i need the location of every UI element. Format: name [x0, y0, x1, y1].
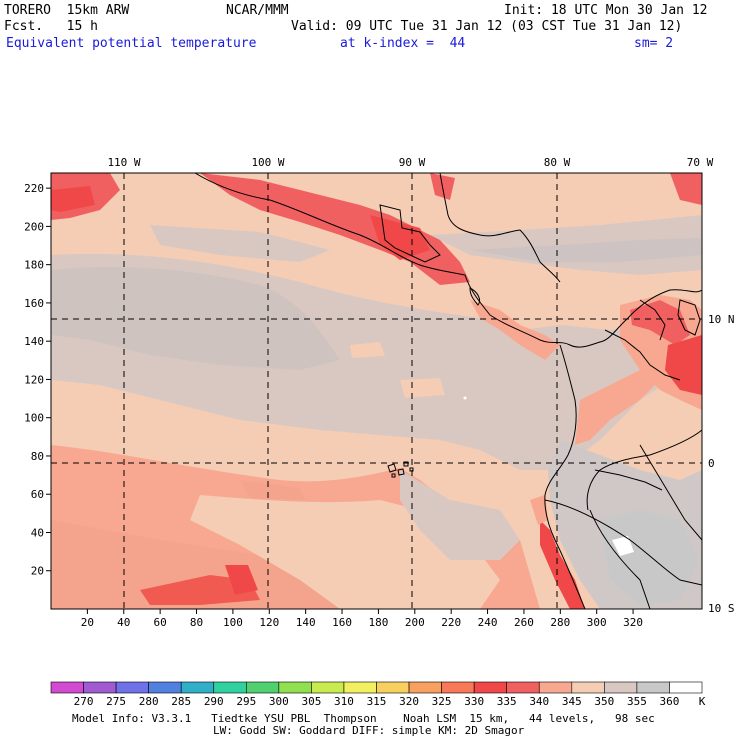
theta-e-field	[51, 173, 702, 609]
x-tick-label: 100	[223, 616, 243, 629]
colorbar-label: 295	[236, 695, 256, 708]
org-label: NCAR/MMM	[226, 3, 289, 18]
lon-label: 70 W	[687, 156, 714, 169]
x-tick-label: 240	[478, 616, 498, 629]
colorbar-swatch	[441, 681, 475, 694]
x-tick-label: 300	[587, 616, 607, 629]
colorbar-swatch	[343, 681, 377, 694]
colorbar-swatch	[148, 681, 182, 694]
y-tick-label: 220	[24, 182, 44, 195]
colorbar-label: 315	[367, 695, 387, 708]
colorbar-swatch	[311, 681, 345, 694]
colorbar-unit: K	[699, 695, 706, 708]
colorbar-label: 345	[562, 695, 582, 708]
colorbar-swatch	[571, 681, 605, 694]
level-label: at k-index = 44	[340, 36, 466, 51]
lat-label: 10 N	[708, 313, 735, 326]
model-info-line1: Model Info: V3.3.1 Tiedtke YSU PBL Thomp…	[72, 712, 655, 725]
colorbar-swatch	[408, 681, 442, 694]
colorbar-label: 270	[74, 695, 94, 708]
x-index-ticks: 20 40 60 80 100 120 140 160 180 200 220 240 260 280 30…	[81, 609, 643, 629]
colorbar-label: 280	[139, 695, 159, 708]
model-info-line2: LW: Godd SW: Goddard DIFF: simple KM: 2D…	[213, 724, 525, 737]
x-tick-label: 60	[154, 616, 167, 629]
lon-label: 110 W	[107, 156, 140, 169]
x-tick-label: 200	[405, 616, 425, 629]
plot-frame	[50, 172, 703, 610]
init-time: Init: 18 UTC Mon 30 Jan 12	[504, 3, 708, 18]
lon-label: 80 W	[544, 156, 571, 169]
x-tick-label: 40	[117, 616, 130, 629]
colorbar-swatch	[213, 681, 247, 694]
y-tick-label: 100	[24, 412, 44, 425]
y-tick-label: 200	[24, 220, 44, 233]
colorbar-label: 350	[594, 695, 614, 708]
y-tick-label: 60	[31, 488, 44, 501]
lat-label: 0	[708, 457, 715, 470]
x-tick-label: 80	[190, 616, 203, 629]
field-name: Equivalent potential temperature	[6, 36, 257, 51]
graticule	[51, 173, 702, 609]
colorbar-swatch	[278, 681, 312, 694]
model-title: TORERO 15km ARW	[4, 3, 130, 18]
y-tick-label: 80	[31, 450, 44, 463]
galapagos-islands	[387, 461, 414, 478]
colorbar-swatch	[376, 681, 410, 694]
valid-time: Valid: 09 UTC Tue 31 Jan 12 (03 CST Tue …	[291, 19, 683, 34]
x-tick-label: 280	[550, 616, 570, 629]
colorbar-swatch	[506, 681, 540, 694]
x-tick-label: 260	[514, 616, 534, 629]
colorbar-label: 340	[529, 695, 549, 708]
colorbar-label: 285	[171, 695, 191, 708]
coastlines	[194, 173, 702, 609]
colorbar: 270 275 280 285 290 295 300 305 310 315 320 325 330 3…	[50, 681, 706, 708]
colorbar-swatch	[669, 681, 703, 694]
colorbar-swatch	[604, 681, 638, 694]
lon-labels: 110 W 100 W 90 W 80 W 70 W	[107, 156, 713, 169]
colorbar-label: 335	[497, 695, 517, 708]
lon-label: 100 W	[251, 156, 284, 169]
colorbar-label: 305	[301, 695, 321, 708]
x-tick-label: 180	[368, 616, 388, 629]
colorbar-swatch	[180, 681, 215, 694]
colorbar-label: 320	[399, 695, 419, 708]
x-tick-label: 160	[332, 616, 352, 629]
x-tick-label: 20	[81, 616, 94, 629]
lat-label: 10 S	[708, 602, 735, 615]
colorbar-swatch	[246, 681, 280, 694]
colorbar-label: 330	[464, 695, 484, 708]
y-tick-label: 180	[24, 259, 44, 272]
colorbar-label: 300	[269, 695, 289, 708]
colorbar-swatch	[636, 681, 670, 694]
y-tick-label: 120	[24, 373, 44, 386]
colorbar-swatch	[473, 681, 507, 694]
colorbar-label: 360	[660, 695, 680, 708]
colorbar-swatch	[115, 681, 149, 694]
lon-label: 90 W	[399, 156, 426, 169]
colorbar-label: 355	[627, 695, 647, 708]
colorbar-label: 290	[204, 695, 224, 708]
lat-labels: 10 N 0 10 S	[708, 313, 735, 615]
x-tick-label: 120	[259, 616, 279, 629]
x-tick-label: 220	[441, 616, 461, 629]
y-tick-label: 20	[31, 565, 44, 578]
colorbar-swatch	[50, 681, 84, 694]
forecast-hour: Fcst. 15 h	[4, 19, 98, 34]
colorbar-label: 275	[106, 695, 126, 708]
colorbar-label: 310	[334, 695, 354, 708]
y-tick-label: 40	[31, 526, 44, 539]
y-tick-label: 140	[24, 335, 44, 348]
y-tick-label: 160	[24, 297, 44, 310]
colorbar-label: 325	[432, 695, 452, 708]
x-tick-label: 320	[623, 616, 643, 629]
colorbar-swatch	[83, 681, 117, 694]
y-index-ticks: 220 200 180 160 140 120 100 80 60 40 20	[24, 182, 51, 578]
smoothing-label: sm= 2	[634, 36, 674, 51]
colorbar-swatch	[538, 681, 573, 694]
x-tick-label: 140	[296, 616, 316, 629]
